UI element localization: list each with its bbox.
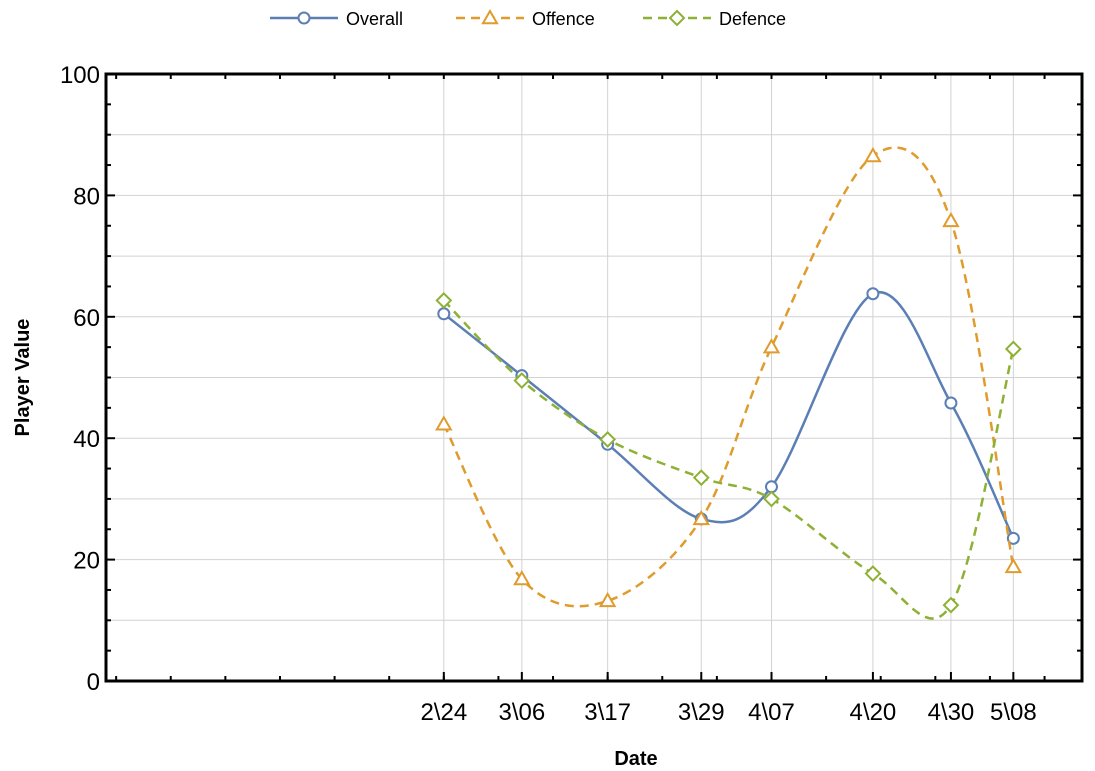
legend-marker [297,11,311,25]
defence-point [599,430,617,448]
overall-point [944,396,958,410]
offence-point [864,146,882,163]
legend-marker [481,8,499,25]
offence-point [598,591,617,608]
offence-point [513,570,531,586]
x-tick-label: 4\30 [928,699,975,726]
legend-label: Defence [719,9,786,29]
grid [106,74,1082,681]
offence-point [762,338,781,354]
y-tick-label: 80 [73,183,100,210]
defence-point [513,372,531,389]
offence-point [942,211,960,228]
defence-point [864,565,882,582]
y-tick-labels: 0 20 40 60 80 100 [60,62,100,696]
overall-point [866,287,880,301]
x-tick-label: 3\17 [584,699,631,726]
series-defence [435,291,1022,620]
y-tick-label: 0 [87,669,100,696]
x-tick-label: 5\08 [990,699,1037,726]
series-line-defence [442,299,1015,620]
defence-point [692,469,710,487]
y-tick-label: 60 [73,305,100,332]
legend: Overall Offence Defence [270,8,786,29]
series-overall [437,287,1020,545]
overall-point [437,307,451,321]
x-tick-label: 3\29 [678,699,725,726]
series-line-overall [443,290,1015,539]
x-tick-labels: 2\24 3\06 3\17 3\29 4\07 4\20 4\30 5\08 [420,699,1036,726]
defence-point [1004,340,1022,358]
y-axis-title: Player Value [12,319,34,437]
offence-point [1004,557,1023,574]
offence-point [435,415,453,431]
legend-item-offence: Offence [456,8,595,29]
x-tick-label: 3\06 [498,699,545,726]
tick-marks [106,73,1082,682]
defence-point [435,291,453,309]
legend-marker [668,9,686,27]
y-tick-label: 40 [73,426,100,453]
x-tick-label: 2\24 [420,699,467,726]
defence-point [942,596,960,614]
legend-item-defence: Defence [643,9,786,29]
series-line-offence [442,146,1015,608]
overall-point [1006,531,1020,545]
legend-label: Overall [346,9,403,29]
y-tick-label: 20 [73,548,100,575]
x-axis-title: Date [614,748,657,770]
x-tick-label: 4\07 [748,699,795,726]
series-layer [435,146,1023,620]
legend-label: Offence [532,9,595,29]
defence-point [763,490,780,508]
x-tick-label: 4\20 [850,699,897,726]
legend-item-overall: Overall [270,9,403,29]
y-tick-label: 100 [60,62,100,89]
offence-point [692,509,710,526]
series-offence [435,146,1023,608]
